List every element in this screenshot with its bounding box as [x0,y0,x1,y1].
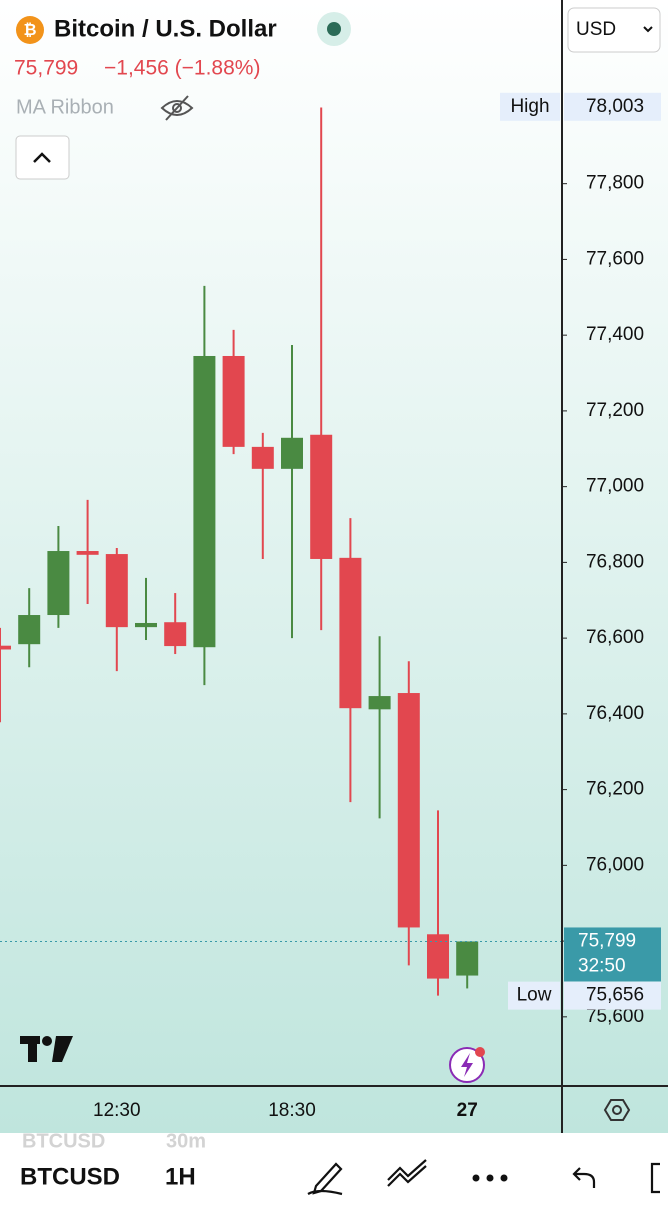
low-value-box [564,981,661,1010]
candle-body [193,355,216,648]
candle-body [368,696,391,710]
bitcoin-glyph: ₿ [23,21,36,39]
currency-label: USD [576,19,616,40]
fullscreen-button[interactable] [650,1162,660,1194]
candle-body [76,551,99,555]
candle-body [105,554,128,628]
candle-body [222,355,245,447]
y-tick-label: 76,800 [586,551,644,572]
current-price-box [564,927,661,982]
x-tick-label: 12:30 [93,1100,141,1121]
x-tick-label: 27 [457,1100,478,1121]
lightning-glyph [461,1053,473,1077]
currency-select[interactable] [567,7,661,53]
hide-indicator[interactable] [160,95,194,121]
caret-up [33,152,51,163]
candle-body [310,434,333,559]
y-tick-label: 77,000 [586,476,644,497]
candle-body [47,551,70,616]
y-tick-label: 76,600 [586,627,644,648]
y-tick-label: 77,600 [586,248,644,269]
last-price: 75,799 [14,57,78,80]
candle-body [281,437,303,469]
y-tick-label: 75,600 [586,1006,644,1027]
x-tick-label: 18:30 [268,1100,316,1121]
ghost-interval: 30m [166,1130,206,1152]
collapse-button[interactable] [15,135,70,180]
y-tick-label: 77,200 [586,400,644,421]
draw-button[interactable] [307,1162,343,1196]
candle-body [0,645,11,650]
high-text: High [510,96,549,117]
candle-body [456,941,479,976]
ghost-symbol: BTCUSD [22,1130,105,1152]
countdown: 32:50 [578,955,626,976]
indicator-name: MA Ribbon [16,96,114,118]
symbol-title: Bitcoin / U.S. Dollar [54,15,277,42]
low-text: Low [517,985,552,1006]
chevron [643,26,653,33]
notification-dot [475,1047,485,1057]
candle-body [18,615,41,645]
y-tick-label: 76,200 [586,779,644,800]
candle-body [397,693,420,928]
high-value: 78,003 [586,96,644,117]
undo-button[interactable] [572,1167,596,1188]
price-change: −1,456 (−1.88%) [104,57,260,80]
current-price-label: 75,799 [578,930,636,951]
market-status-dot [327,22,341,36]
tradingview-logo [20,1036,73,1062]
low-text-box [508,981,560,1010]
high-value-box [564,92,661,121]
high-text-box [500,92,560,121]
candle-body [427,934,449,979]
candle-body [135,622,157,628]
y-tick-label: 77,400 [586,324,644,345]
toolbar-symbol[interactable]: BTCUSD [20,1163,120,1190]
more-button[interactable] [472,1174,508,1182]
toolbar-interval[interactable]: 1H [165,1163,196,1190]
settings-center [612,1105,622,1115]
bitcoin-icon [16,16,44,44]
low-value: 75,656 [586,985,644,1006]
candle-body [164,622,187,647]
settings-button[interactable] [603,1099,631,1121]
y-tick-label: 77,800 [586,173,644,194]
plot [0,107,562,996]
candle-body [251,446,274,469]
candle-body [339,557,362,709]
y-tick-label: 76,400 [586,703,644,724]
y-tick-label: 76,000 [586,854,644,875]
indicators-button[interactable] [387,1159,427,1187]
